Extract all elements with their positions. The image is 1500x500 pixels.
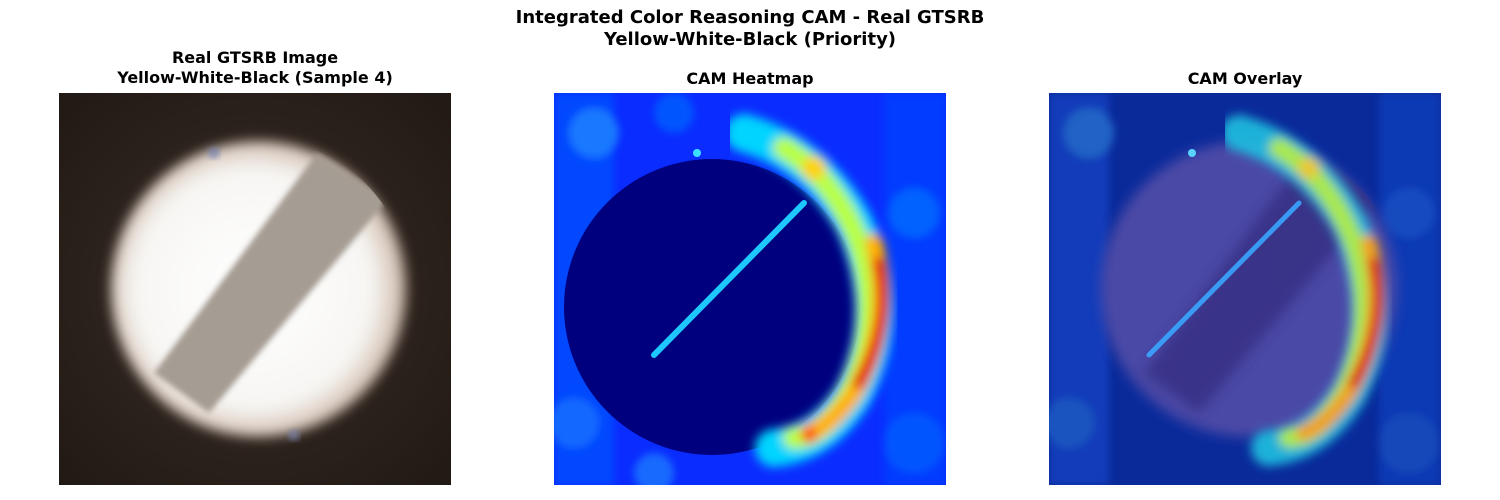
cam-heatmap-panel xyxy=(554,93,946,485)
overlay-activation-arc xyxy=(1221,115,1387,466)
panel-title-original: Real GTSRB Image Yellow-White-Black (Sam… xyxy=(59,48,451,88)
sign-photo xyxy=(59,93,451,485)
figure-title-line-1: Integrated Color Reasoning CAM - Real GT… xyxy=(515,7,985,28)
heatmap-low-region xyxy=(564,159,860,455)
heatmap-stripe-edge xyxy=(651,200,807,358)
panel-title-original-line-1: Real GTSRB Image xyxy=(171,48,339,67)
panel-title-overlay-line-1: CAM Overlay xyxy=(1187,69,1303,88)
cam-overlay-panel xyxy=(1049,93,1441,485)
panel-title-overlay: CAM Overlay xyxy=(1049,69,1441,89)
sign-stripe xyxy=(154,153,389,413)
panel-title-original-line-2: Yellow-White-Black (Sample 4) xyxy=(117,68,393,87)
cam-overlay xyxy=(1049,93,1441,485)
overlay-sign-stripe xyxy=(1144,153,1379,413)
panel-title-heatmap: CAM Heatmap xyxy=(554,69,946,89)
figure-title: Integrated Color Reasoning CAM - Real GT… xyxy=(0,7,1500,51)
original-image-panel xyxy=(59,93,451,485)
cam-heatmap xyxy=(554,93,946,485)
figure-title-line-2: Yellow-White-Black (Priority) xyxy=(603,29,897,50)
heatmap-activation-arc xyxy=(725,114,893,467)
panel-title-heatmap-line-1: CAM Heatmap xyxy=(686,69,814,88)
